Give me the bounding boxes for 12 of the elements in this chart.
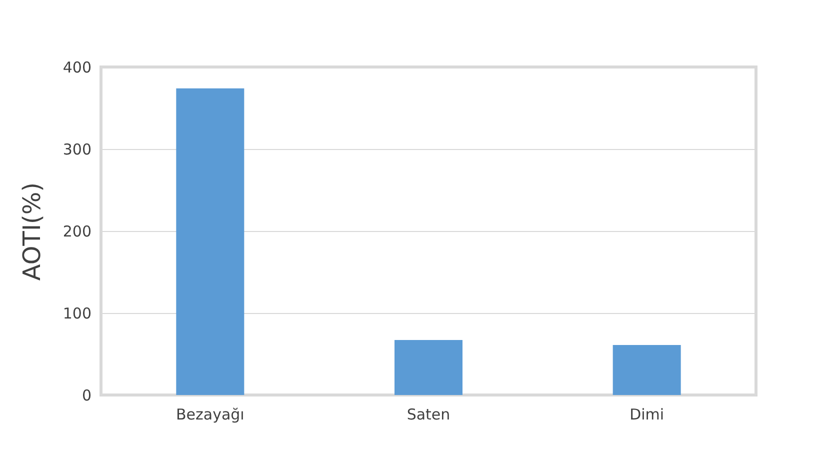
y-tick-label: 400	[62, 58, 92, 76]
x-tick-label: Saten	[406, 406, 450, 424]
bar	[612, 344, 681, 395]
bar	[394, 340, 462, 395]
y-tick-label: 0	[82, 386, 92, 404]
y-tick-label: 200	[62, 222, 92, 240]
bar	[176, 88, 244, 395]
y-tick-label: 300	[62, 140, 92, 158]
x-tick-label: Dimi	[630, 406, 664, 424]
y-tick-label: 100	[62, 304, 92, 322]
x-tick-label: Bezayağı	[176, 406, 244, 424]
y-axis-title: AOTI(%)	[18, 182, 46, 281]
